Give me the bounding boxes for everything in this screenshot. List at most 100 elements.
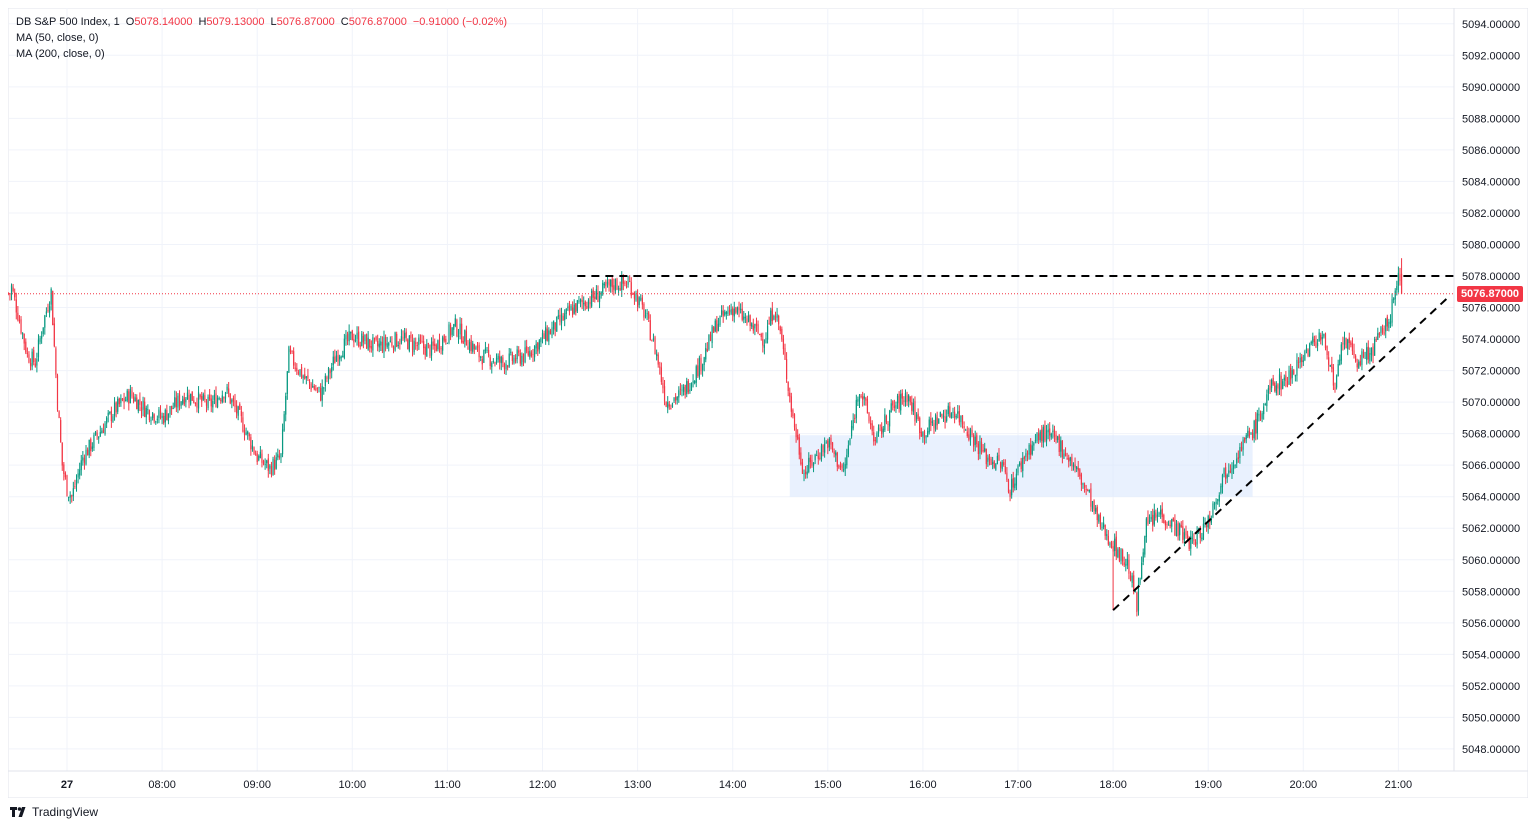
candle-body xyxy=(1391,299,1393,323)
candle-body xyxy=(177,395,179,408)
candle-body xyxy=(8,293,9,295)
candle-body xyxy=(1183,532,1186,540)
candle-body xyxy=(321,386,323,401)
candle-body xyxy=(172,408,174,410)
candle-body xyxy=(52,291,54,326)
candle-body xyxy=(831,442,834,451)
candle-body xyxy=(965,429,967,431)
candle-body xyxy=(440,348,442,350)
candle-body xyxy=(1098,515,1100,522)
candle-body xyxy=(1015,473,1018,486)
candle-body xyxy=(701,364,704,371)
candle-body xyxy=(1337,364,1339,377)
candle-body xyxy=(1245,435,1247,440)
candle-body xyxy=(630,282,632,296)
candle-body xyxy=(492,361,494,363)
candle-body xyxy=(616,279,618,290)
candle-body xyxy=(1106,534,1108,536)
candle-body xyxy=(1004,466,1006,473)
candle-body xyxy=(1055,434,1057,440)
candle-body xyxy=(952,411,954,413)
candle-body xyxy=(1388,322,1390,328)
price-tick-label: 5078.00000 xyxy=(1462,271,1520,283)
candle-body xyxy=(914,401,916,422)
candle-body xyxy=(1339,359,1341,365)
candle-body xyxy=(949,406,951,418)
candle-body xyxy=(879,425,881,427)
candle-body xyxy=(760,333,762,337)
candle-body xyxy=(1240,447,1243,452)
candle-body xyxy=(657,354,659,365)
candle-body xyxy=(651,340,653,342)
candle-body xyxy=(982,450,984,452)
candle-body xyxy=(1031,445,1033,455)
candle-body xyxy=(781,328,783,340)
candle-body xyxy=(392,346,395,350)
candle-body xyxy=(741,308,743,320)
candle-body xyxy=(681,389,683,391)
candle-body xyxy=(297,372,300,374)
tradingview-brand[interactable]: TradingView xyxy=(10,805,98,819)
candle-body xyxy=(163,415,165,424)
candle-body xyxy=(182,399,184,404)
candle-body xyxy=(267,458,269,471)
candle-body xyxy=(1202,523,1205,540)
candle-body xyxy=(201,396,203,402)
candle-body xyxy=(129,388,131,404)
candle-body xyxy=(36,358,38,366)
candle-body xyxy=(120,398,122,404)
candle-body xyxy=(462,340,464,344)
support-trendline[interactable] xyxy=(1112,294,1452,611)
time-tick-label: 18:00 xyxy=(1099,779,1127,791)
candle-body xyxy=(644,315,647,317)
candle-body xyxy=(118,398,120,405)
candle-body xyxy=(1104,524,1106,536)
chart-frame[interactable]: 5048.00000 5050.00000 5052.00000 5054.00000… xyxy=(8,8,1528,798)
candle-body xyxy=(1294,374,1296,377)
candle-body xyxy=(868,412,870,422)
candle-body xyxy=(280,453,282,458)
candle-body xyxy=(858,394,861,402)
candle-body xyxy=(936,417,938,426)
candle-body xyxy=(1107,535,1109,545)
candle-body xyxy=(1324,333,1327,348)
candle-body xyxy=(1381,328,1384,333)
candle-body xyxy=(1120,548,1122,561)
candle-body xyxy=(862,396,864,400)
candle-body xyxy=(427,343,429,345)
candle-body xyxy=(919,417,921,434)
close-key: C xyxy=(340,16,349,28)
symbol-title[interactable]: DB S&P 500 Index, 1 xyxy=(16,16,120,28)
candle-body xyxy=(522,354,525,362)
candle-body xyxy=(1182,526,1184,540)
ma200-legend[interactable]: MA (200, close, 0) xyxy=(16,48,105,60)
candle-body xyxy=(1374,339,1376,356)
candle-body xyxy=(785,359,788,380)
price-chart[interactable]: 5048.00000 5050.00000 5052.00000 5054.00000… xyxy=(8,8,1528,798)
candle-body xyxy=(1148,520,1151,523)
candle-body xyxy=(637,294,639,307)
candle-body xyxy=(402,337,404,339)
candle-body xyxy=(705,347,707,360)
low-key: L xyxy=(270,16,277,28)
candle-body xyxy=(564,313,566,320)
candle-body xyxy=(570,306,572,311)
candle-body xyxy=(573,304,575,314)
candle-body xyxy=(1272,377,1274,385)
candle-body xyxy=(17,312,19,321)
candle-body xyxy=(993,461,995,468)
candle-body xyxy=(865,397,867,401)
candle-body xyxy=(1228,470,1230,474)
candle-body xyxy=(1212,503,1214,518)
candle-body xyxy=(1242,439,1244,450)
price-tick-label: 5052.00000 xyxy=(1462,681,1520,693)
candle-body xyxy=(977,443,979,454)
candle-body xyxy=(1147,517,1149,524)
candle-body xyxy=(1217,499,1219,501)
candle-body xyxy=(884,414,886,431)
candle-body xyxy=(461,323,463,343)
ma50-legend[interactable]: MA (50, close, 0) xyxy=(16,32,99,44)
candle-body xyxy=(362,335,364,343)
candle-body xyxy=(836,452,838,467)
candle-body xyxy=(942,415,945,418)
